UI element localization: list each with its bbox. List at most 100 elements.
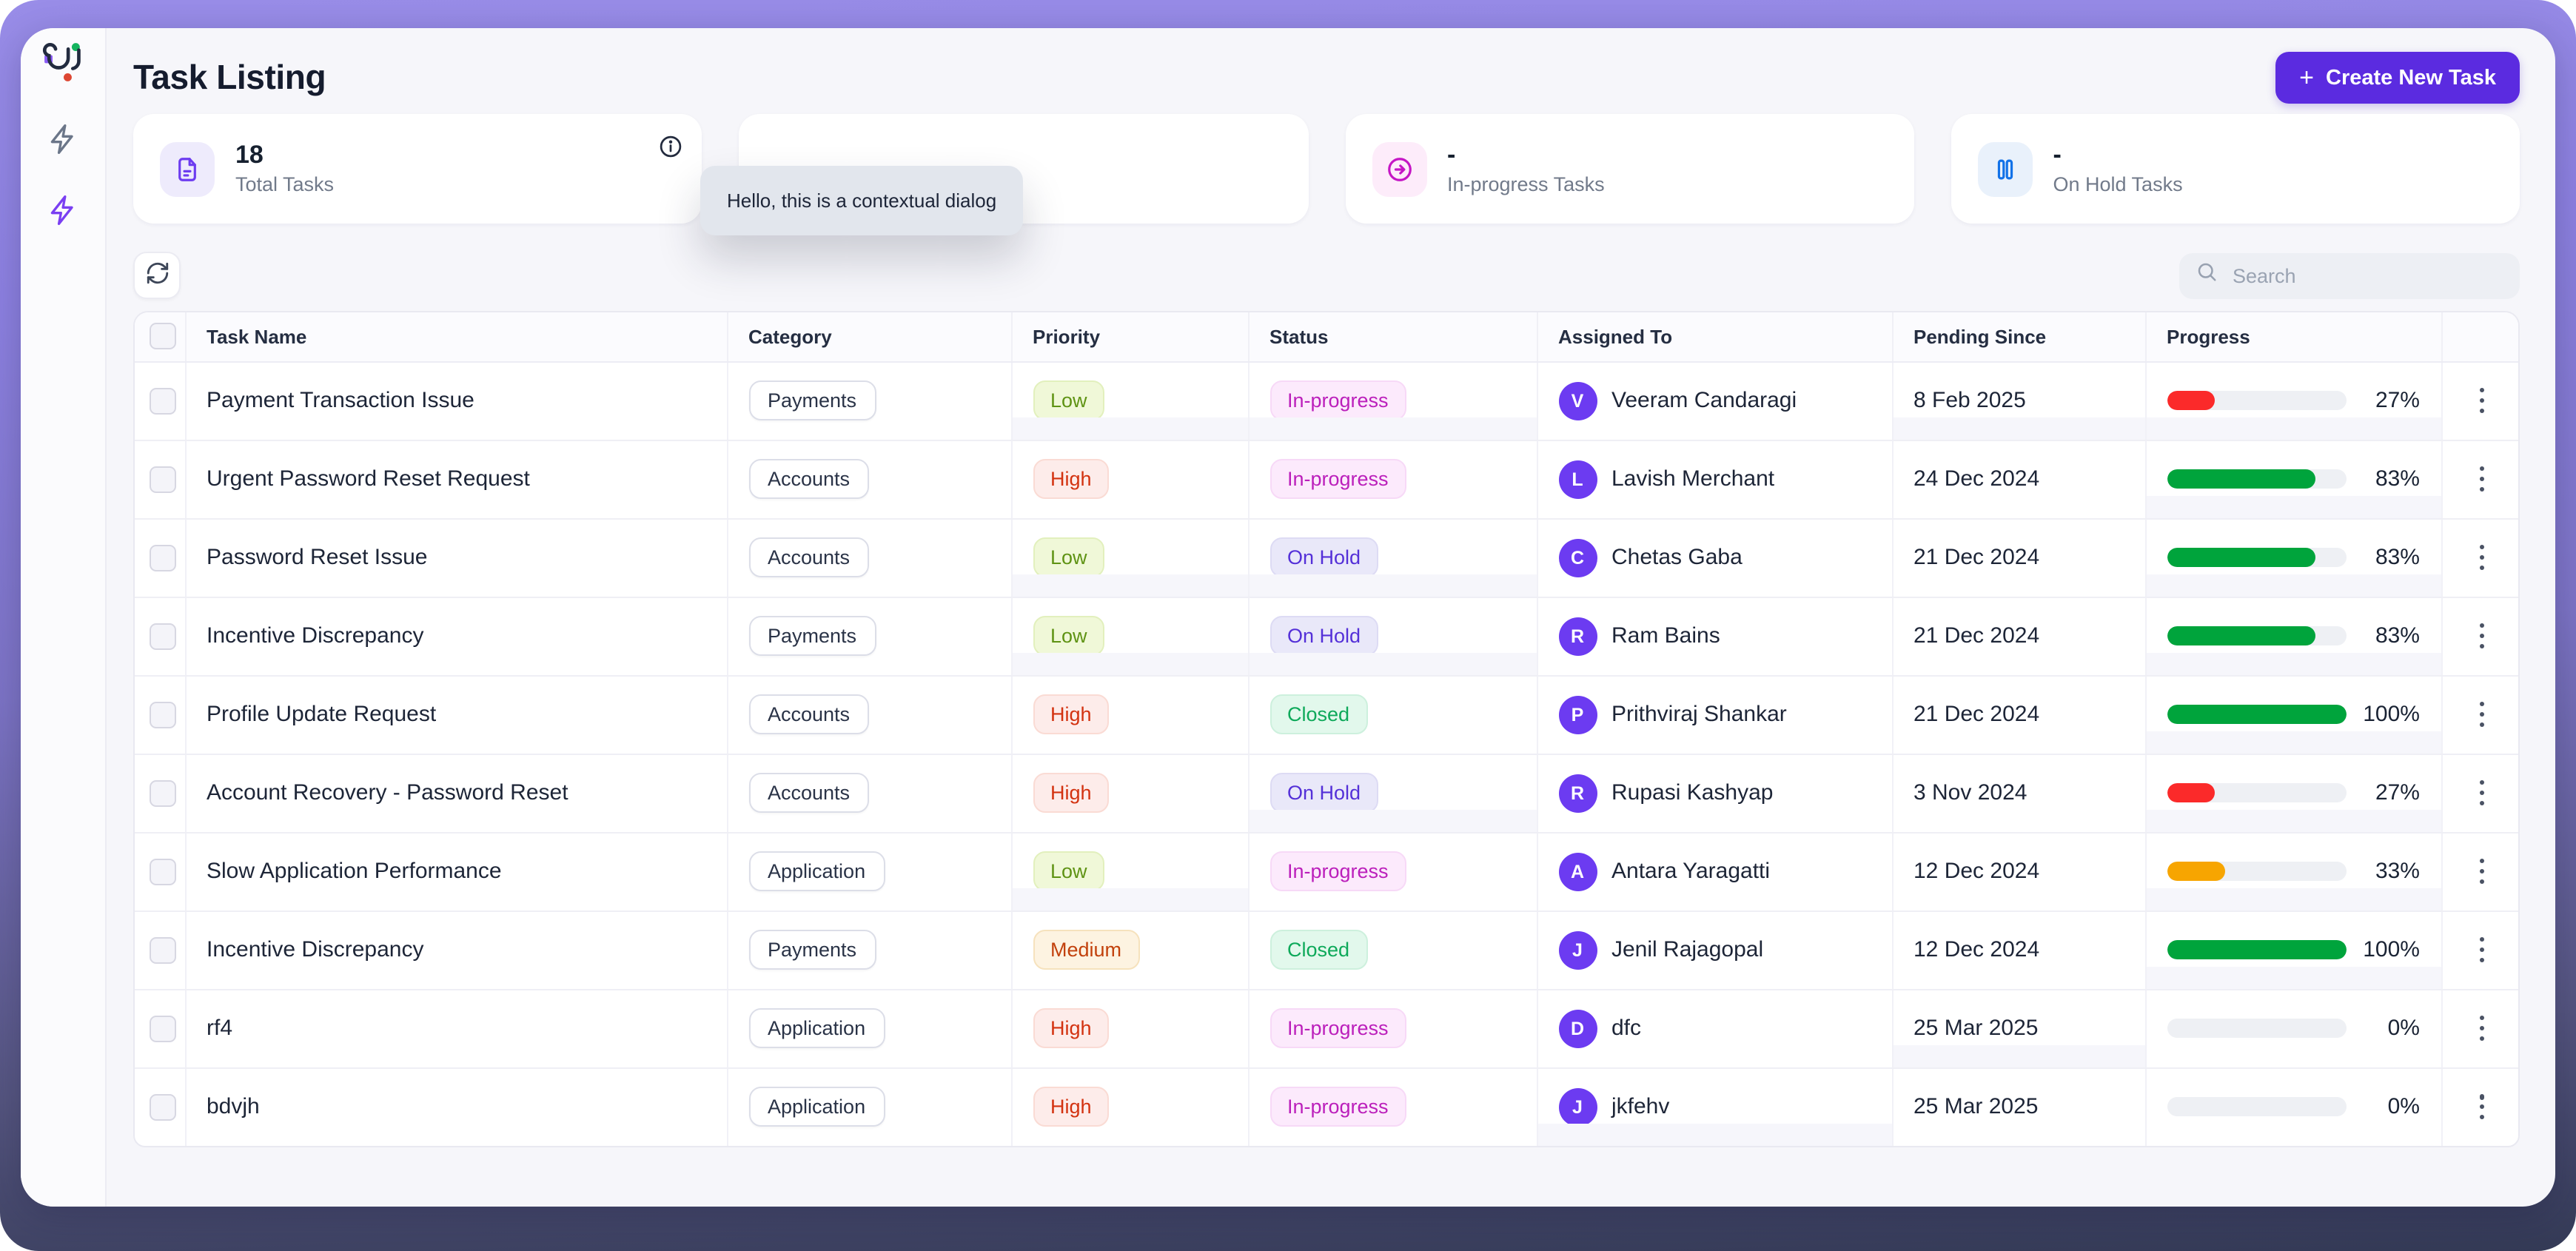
category-chip: Accounts	[748, 459, 870, 499]
progress-cell: 83%	[2167, 466, 2420, 492]
progress-cell: 0%	[2167, 1016, 2420, 1041]
pending-since-date: 12 Dec 2024	[1913, 859, 2040, 884]
row-menu-icon[interactable]	[2473, 617, 2489, 654]
assignee-name: dfc	[1611, 1016, 1642, 1041]
assignee: J Jenil Rajagopal	[1558, 930, 1871, 969]
row-checkbox[interactable]	[150, 1093, 176, 1121]
column-header-pending-since: Pending Since	[1892, 312, 2146, 362]
priority-badge: High	[1033, 773, 1110, 813]
page-title: Task Listing	[133, 58, 326, 96]
category-chip: Payments	[748, 380, 876, 420]
row-checkbox[interactable]	[150, 1015, 176, 1042]
column-header-progress: Progress	[2145, 312, 2442, 362]
table-row: Slow Application Performance Application L…	[135, 832, 2518, 911]
assignee: R Rupasi Kashyap	[1558, 774, 1871, 812]
select-all-checkbox[interactable]	[150, 323, 176, 350]
row-menu-icon[interactable]	[2473, 696, 2489, 732]
avatar: R	[1558, 617, 1597, 655]
row-menu-icon[interactable]	[2473, 931, 2489, 967]
assignee-name: Jenil Rajagopal	[1611, 937, 1764, 962]
stat-value: -	[2053, 140, 2062, 169]
progress-value: 0%	[2387, 1094, 2420, 1120]
table-header-row: Task Name Category Priority Status Assig…	[135, 312, 2518, 362]
row-checkbox[interactable]	[150, 936, 176, 963]
pause-icon	[1977, 141, 2033, 196]
table-row: Account Recovery - Password Reset Account…	[135, 754, 2518, 833]
category-chip: Payments	[748, 616, 876, 656]
priority-badge: Low	[1033, 537, 1105, 577]
assignee-name: Veeram Candaragi	[1611, 388, 1797, 413]
refresh-button[interactable]	[133, 252, 181, 299]
task-name: Incentive Discrepancy	[207, 937, 424, 962]
category-chip: Application	[748, 851, 885, 891]
tasks-table: Task Name Category Priority Status Assig…	[133, 311, 2520, 1147]
column-header-actions	[2441, 312, 2518, 362]
row-menu-icon[interactable]	[2473, 539, 2489, 575]
row-menu-icon[interactable]	[2473, 853, 2489, 889]
row-checkbox[interactable]	[150, 544, 176, 571]
priority-badge: High	[1033, 459, 1110, 499]
stat-card: - On Hold Tasks	[1951, 114, 2520, 224]
category-chip: Accounts	[748, 537, 870, 577]
row-menu-icon[interactable]	[2473, 774, 2489, 811]
sidebar-item-flash-active[interactable]	[38, 188, 88, 238]
table-row: Profile Update Request Accounts High Closed…	[135, 675, 2518, 754]
row-checkbox[interactable]	[150, 623, 176, 649]
table-row: Payment Transaction Issue Payments Low In-p…	[135, 361, 2518, 440]
progress-bar	[2167, 1019, 2346, 1038]
row-menu-icon[interactable]	[2473, 460, 2489, 497]
category-chip: Accounts	[748, 694, 870, 734]
progress-bar	[2167, 705, 2346, 724]
progress-value: 100%	[2363, 702, 2420, 727]
stat-label: In-progress Tasks	[1447, 173, 1605, 196]
refresh-icon	[144, 261, 170, 290]
avatar: R	[1558, 774, 1597, 812]
avatar: J	[1558, 1087, 1597, 1127]
priority-badge: High	[1033, 1008, 1110, 1048]
progress-value: 33%	[2375, 859, 2420, 884]
assignee: L Lavish Merchant	[1558, 460, 1871, 498]
task-name: Account Recovery - Password Reset	[207, 780, 568, 805]
category-chip: Payments	[748, 930, 876, 970]
task-name: Password Reset Issue	[207, 545, 428, 570]
column-header-task-name: Task Name	[185, 312, 728, 362]
plus-icon: +	[2299, 63, 2315, 91]
row-menu-icon[interactable]	[2473, 1089, 2489, 1125]
task-name: Profile Update Request	[207, 702, 437, 727]
row-menu-icon[interactable]	[2473, 382, 2489, 418]
pending-since-date: 25 Mar 2025	[1913, 1016, 2039, 1041]
create-new-task-button[interactable]: + Create New Task	[2275, 52, 2520, 104]
task-name: Incentive Discrepancy	[207, 623, 424, 648]
row-checkbox[interactable]	[150, 858, 176, 885]
row-checkbox[interactable]	[150, 466, 176, 492]
task-name: Payment Transaction Issue	[207, 388, 474, 413]
row-menu-icon[interactable]	[2473, 1010, 2489, 1046]
table-row: Incentive Discrepancy Payments Medium Close…	[135, 910, 2518, 990]
assignee: R Ram Bains	[1558, 617, 1871, 655]
stat-card-text: 18 Total Tasks	[235, 141, 334, 196]
task-name: Urgent Password Reset Request	[207, 466, 530, 492]
row-checkbox[interactable]	[150, 387, 176, 414]
sidebar-item-flash[interactable]	[38, 117, 88, 167]
row-checkbox[interactable]	[150, 701, 176, 728]
stat-card: - In-progress Tasks	[1345, 114, 1914, 224]
search-input[interactable]	[2230, 263, 2503, 288]
progress-bar	[2167, 469, 2346, 489]
pending-since-date: 3 Nov 2024	[1913, 780, 2027, 805]
progress-bar	[2167, 783, 2346, 802]
priority-badge: Low	[1033, 851, 1105, 891]
table-body: Payment Transaction Issue Payments Low In-p…	[135, 361, 2518, 1146]
priority-badge: Low	[1033, 380, 1105, 420]
pending-since-date: 21 Dec 2024	[1913, 623, 2040, 648]
column-header-category: Category	[727, 312, 1012, 362]
column-header-priority: Priority	[1011, 312, 1249, 362]
info-icon[interactable]	[658, 133, 685, 160]
row-checkbox[interactable]	[150, 779, 176, 806]
task-name: rf4	[207, 1016, 233, 1041]
table-row: Urgent Password Reset Request Accounts Hig…	[135, 440, 2518, 519]
arrow-right-circle-icon	[1372, 141, 1426, 196]
zap-icon	[47, 193, 79, 233]
progress-value: 83%	[2375, 623, 2420, 648]
